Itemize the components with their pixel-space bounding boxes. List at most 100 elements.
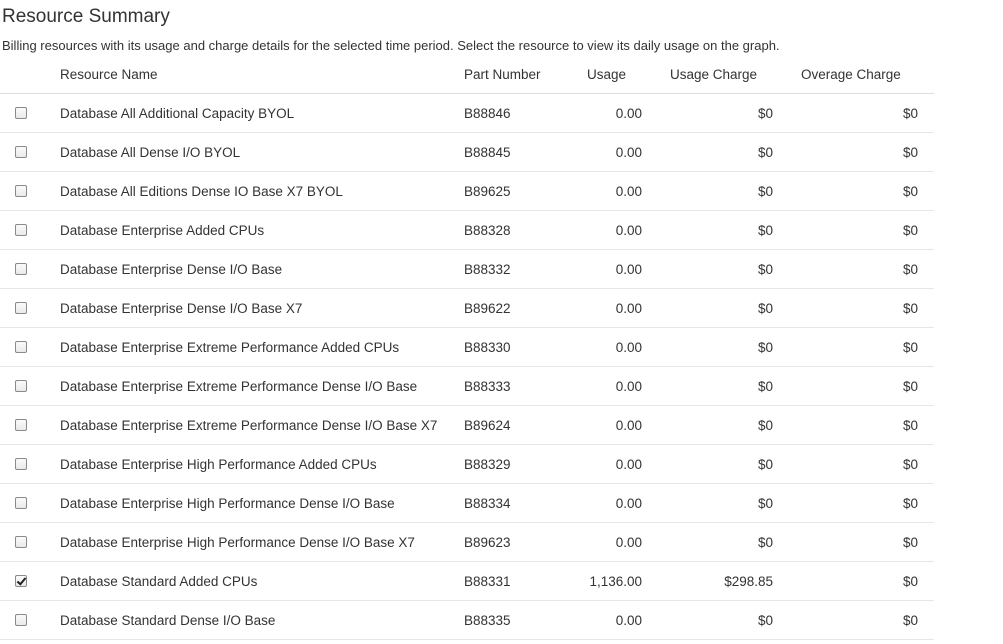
- row-checkbox[interactable]: [15, 419, 27, 431]
- page-subtitle: Billing resources with its usage and cha…: [2, 38, 780, 53]
- resource-name-cell: Database Enterprise High Performance Den…: [60, 495, 395, 511]
- overage-charge-cell: $0: [902, 183, 918, 199]
- usage-cell: 0.00: [615, 339, 642, 355]
- row-checkbox[interactable]: [15, 341, 27, 353]
- resource-name-cell: Database Standard Added CPUs: [60, 573, 258, 589]
- resource-name-cell: Database Enterprise Dense I/O Base: [60, 261, 283, 277]
- row-checkbox[interactable]: [15, 497, 27, 509]
- row-checkbox[interactable]: [15, 185, 27, 197]
- usage-cell: 0.00: [615, 456, 642, 472]
- table-row[interactable]: Database All Dense I/O BYOL B88845 0.00 $0 $…: [0, 133, 934, 172]
- usage-cell: 1,136.00: [589, 573, 642, 589]
- overage-charge-cell: $0: [902, 105, 918, 121]
- usage-cell: 0.00: [615, 183, 642, 199]
- table-row[interactable]: Database Enterprise Dense I/O Base X7 B89…: [0, 289, 934, 328]
- resource-name-cell: Database Enterprise Extreme Performance …: [60, 378, 418, 394]
- resource-name-cell: Database Standard Dense I/O Base: [60, 612, 276, 628]
- usage-cell: 0.00: [615, 144, 642, 160]
- resource-name-cell: Database All Editions Dense IO Base X7 B…: [60, 183, 343, 199]
- row-checkbox-cell: [15, 523, 31, 561]
- usage-charge-cell: $0: [757, 339, 773, 355]
- part-number-cell: B88334: [464, 495, 511, 511]
- row-checkbox[interactable]: [15, 380, 27, 392]
- usage-charge-cell: $0: [757, 495, 773, 511]
- row-checkbox[interactable]: [15, 263, 27, 275]
- row-checkbox[interactable]: [15, 146, 27, 158]
- overage-charge-cell: $0: [902, 417, 918, 433]
- table-header-row: Resource Name Part Number Usage Usage Ch…: [0, 56, 934, 94]
- usage-cell: 0.00: [615, 222, 642, 238]
- table-row[interactable]: Database Standard Added CPUs B88331 1,136.…: [0, 562, 934, 601]
- column-header-usage[interactable]: Usage: [587, 67, 627, 82]
- page-title: Resource Summary: [2, 6, 170, 27]
- overage-charge-cell: $0: [902, 495, 918, 511]
- table-row[interactable]: Database All Additional Capacity BYOL B88…: [0, 94, 934, 133]
- part-number-cell: B88333: [464, 378, 511, 394]
- row-checkbox-cell: [15, 484, 31, 522]
- row-checkbox-cell: [15, 289, 31, 327]
- table-row[interactable]: Database Enterprise Extreme Performance …: [0, 328, 934, 367]
- resource-name-cell: Database Enterprise Extreme Performance …: [60, 417, 438, 433]
- overage-charge-cell: $0: [902, 339, 918, 355]
- row-checkbox[interactable]: [15, 575, 27, 587]
- usage-charge-cell: $0: [757, 378, 773, 394]
- column-header-overage-charge[interactable]: Overage Charge: [801, 67, 901, 82]
- usage-cell: 0.00: [615, 378, 642, 394]
- table-row[interactable]: Database Enterprise Extreme Performance …: [0, 367, 934, 406]
- table-row[interactable]: Database Enterprise Dense I/O Base B88332…: [0, 250, 934, 289]
- overage-charge-cell: $0: [902, 300, 918, 316]
- table-row[interactable]: Database All Editions Dense IO Base X7 B…: [0, 172, 934, 211]
- usage-cell: 0.00: [615, 495, 642, 511]
- row-checkbox[interactable]: [15, 614, 27, 626]
- resource-name-cell: Database Enterprise Added CPUs: [60, 222, 265, 238]
- row-checkbox-cell: [15, 328, 31, 366]
- usage-cell: 0.00: [615, 534, 642, 550]
- resource-name-cell: Database All Additional Capacity BYOL: [60, 105, 295, 121]
- table-row[interactable]: Database Enterprise Added CPUs B88328 0.00…: [0, 211, 934, 250]
- table-row[interactable]: Database Enterprise High Performance Add…: [0, 445, 934, 484]
- usage-charge-cell: $0: [757, 300, 773, 316]
- column-header-part-number[interactable]: Part Number: [464, 67, 541, 82]
- usage-charge-cell: $0: [757, 612, 773, 628]
- usage-charge-cell: $0: [757, 534, 773, 550]
- overage-charge-cell: $0: [902, 573, 918, 589]
- part-number-cell: B88846: [464, 105, 511, 121]
- usage-charge-cell: $0: [757, 222, 773, 238]
- usage-cell: 0.00: [615, 612, 642, 628]
- part-number-cell: B88328: [464, 222, 511, 238]
- overage-charge-cell: $0: [902, 222, 918, 238]
- table-row[interactable]: Database Enterprise High Performance Den…: [0, 523, 934, 562]
- row-checkbox[interactable]: [15, 458, 27, 470]
- row-checkbox-cell: [15, 250, 31, 288]
- part-number-cell: B88845: [464, 144, 511, 160]
- part-number-cell: B88331: [464, 573, 511, 589]
- usage-charge-cell: $298.85: [724, 573, 773, 589]
- usage-charge-cell: $0: [757, 456, 773, 472]
- usage-cell: 0.00: [615, 105, 642, 121]
- overage-charge-cell: $0: [902, 261, 918, 277]
- resource-name-cell: Database Enterprise High Performance Den…: [60, 534, 415, 550]
- overage-charge-cell: $0: [902, 144, 918, 160]
- table-row[interactable]: Database Standard Dense I/O Base B88335 0.…: [0, 601, 934, 640]
- part-number-cell: B89623: [464, 534, 511, 550]
- table-row[interactable]: Database Enterprise High Performance Den…: [0, 484, 934, 523]
- row-checkbox[interactable]: [15, 302, 27, 314]
- resource-name-cell: Database All Dense I/O BYOL: [60, 144, 241, 160]
- resource-name-cell: Database Enterprise Dense I/O Base X7: [60, 300, 303, 316]
- part-number-cell: B88329: [464, 456, 511, 472]
- part-number-cell: B89625: [464, 183, 511, 199]
- table-row[interactable]: Database Enterprise Extreme Performance …: [0, 406, 934, 445]
- table-body: Database All Additional Capacity BYOL B88…: [0, 94, 934, 640]
- column-header-usage-charge[interactable]: Usage Charge: [670, 67, 758, 82]
- row-checkbox-cell: [15, 601, 31, 639]
- resource-name-cell: Database Enterprise Extreme Performance …: [60, 339, 400, 355]
- overage-charge-cell: $0: [902, 534, 918, 550]
- row-checkbox[interactable]: [15, 107, 27, 119]
- overage-charge-cell: $0: [902, 612, 918, 628]
- usage-charge-cell: $0: [757, 183, 773, 199]
- row-checkbox[interactable]: [15, 224, 27, 236]
- part-number-cell: B88335: [464, 612, 511, 628]
- row-checkbox[interactable]: [15, 536, 27, 548]
- column-header-resource-name[interactable]: Resource Name: [60, 67, 158, 82]
